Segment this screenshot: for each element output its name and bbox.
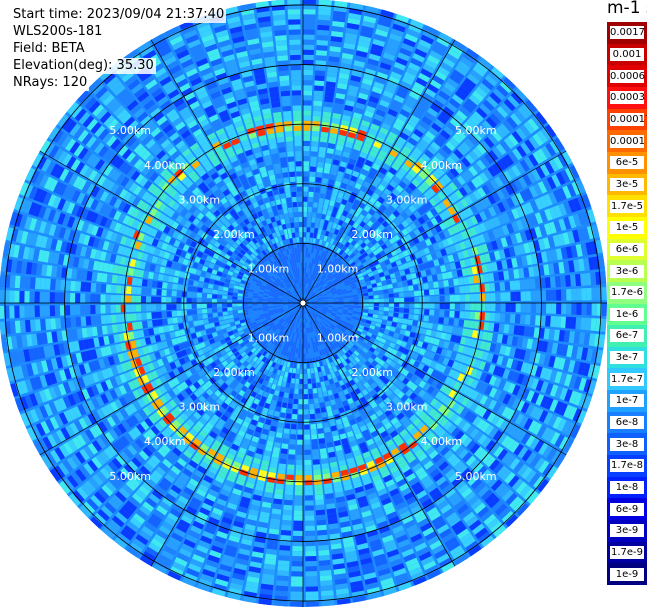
colorbar-tick-label: 1.7e-7: [610, 372, 644, 386]
azimuth-spoke: [39, 150, 304, 304]
colorbar-tick-label: 0.0001: [610, 134, 645, 148]
azimuth-spoke: [302, 150, 567, 304]
range-label: 4.00km: [144, 159, 186, 172]
colorbar-tick-label: 6e-8: [610, 416, 644, 430]
colorbar-tick-label: 1.7e-9: [610, 546, 644, 560]
range-label: 5.00km: [109, 470, 151, 483]
range-label: 4.00km: [144, 435, 186, 448]
colorbar-tick-label: 0.0017: [610, 26, 645, 40]
colorbar-tick-label: 0.0003: [610, 91, 645, 105]
colorbar-tick-label: 3e-5: [610, 177, 644, 191]
colorbar-units: m-1 sr-1: [607, 0, 647, 18]
azimuth-spoke: [302, 302, 456, 567]
colorbar-tick-label: 6e-9: [610, 502, 644, 516]
colorbar-tick-label: 3e-6: [610, 264, 644, 278]
range-label: 5.00km: [109, 124, 151, 137]
range-label: 2.00km: [351, 366, 393, 379]
colorbar-tick-label: 3e-8: [610, 437, 644, 451]
range-label: 3.00km: [179, 401, 221, 414]
range-label: 3.00km: [386, 193, 428, 206]
azimuth-spoke: [302, 302, 567, 456]
range-label: 5.00km: [455, 124, 497, 137]
range-label: 4.00km: [420, 435, 462, 448]
colorbar-tick-label: 1.7e-5: [610, 199, 644, 213]
colorbar-tick-label: 6e-6: [610, 242, 644, 256]
colorbar-tick-label: 1.7e-6: [610, 286, 644, 300]
range-label: 2.00km: [351, 228, 393, 241]
colorbar-tick-label: 3e-7: [610, 351, 644, 365]
range-label: 1.00km: [248, 262, 290, 275]
range-label: 2.00km: [213, 366, 255, 379]
range-label: 3.00km: [179, 193, 221, 206]
azimuth-spoke: [150, 302, 304, 567]
beta-rays-layer: [0, 0, 607, 607]
colorbar-tick-label: 0.001: [610, 47, 644, 61]
range-label: 1.00km: [248, 332, 290, 345]
colorbar-tick-label: 3e-9: [610, 524, 644, 538]
range-label: 2.00km: [213, 228, 255, 241]
nrays-text: NRays: 120: [11, 75, 90, 91]
range-label: 1.00km: [317, 332, 359, 345]
colorbar-tick-label: 1e-9: [610, 567, 644, 581]
range-label: 4.00km: [420, 159, 462, 172]
colorbar-tick-label: 1e-5: [610, 221, 644, 235]
colorbar-tick-label: 1e-6: [610, 307, 644, 321]
range-label: 3.00km: [386, 401, 428, 414]
range-labels-layer: 1.00km 1.00km 1.00km 1.00km 2.00km 2.00km 2.00…: [109, 124, 496, 483]
azimuth-spokes-layer: [0, 0, 607, 607]
colorbar-tick-label: 6e-7: [610, 329, 644, 343]
colorbar-tick-label: 1e-8: [610, 481, 644, 495]
azimuth-spoke: [39, 302, 304, 456]
radar-center-marker: [297, 297, 309, 309]
azimuth-spoke: [150, 39, 304, 304]
field-text: Field: BETA: [11, 41, 87, 57]
instrument-text: WLS200s-181: [11, 24, 105, 40]
elevation-text: Elevation(deg): 35.30: [11, 58, 156, 74]
colorbar-tick-label: 0.00017: [610, 112, 647, 126]
colorbar-tick-label: 6e-5: [610, 156, 644, 170]
colorbar-tick-label: 1e-7: [610, 394, 644, 408]
start-time-text: Start time: 2023/09/04 21:37:40: [11, 7, 227, 23]
azimuth-spoke: [302, 39, 456, 304]
colorbar-tick-label: 0.0006: [610, 69, 645, 83]
colorbar-tick-label: 1.7e-8: [610, 459, 644, 473]
range-label: 1.00km: [317, 262, 359, 275]
range-label: 5.00km: [455, 470, 497, 483]
